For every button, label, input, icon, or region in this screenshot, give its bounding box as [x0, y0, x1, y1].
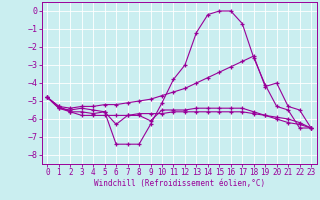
- X-axis label: Windchill (Refroidissement éolien,°C): Windchill (Refroidissement éolien,°C): [94, 179, 265, 188]
